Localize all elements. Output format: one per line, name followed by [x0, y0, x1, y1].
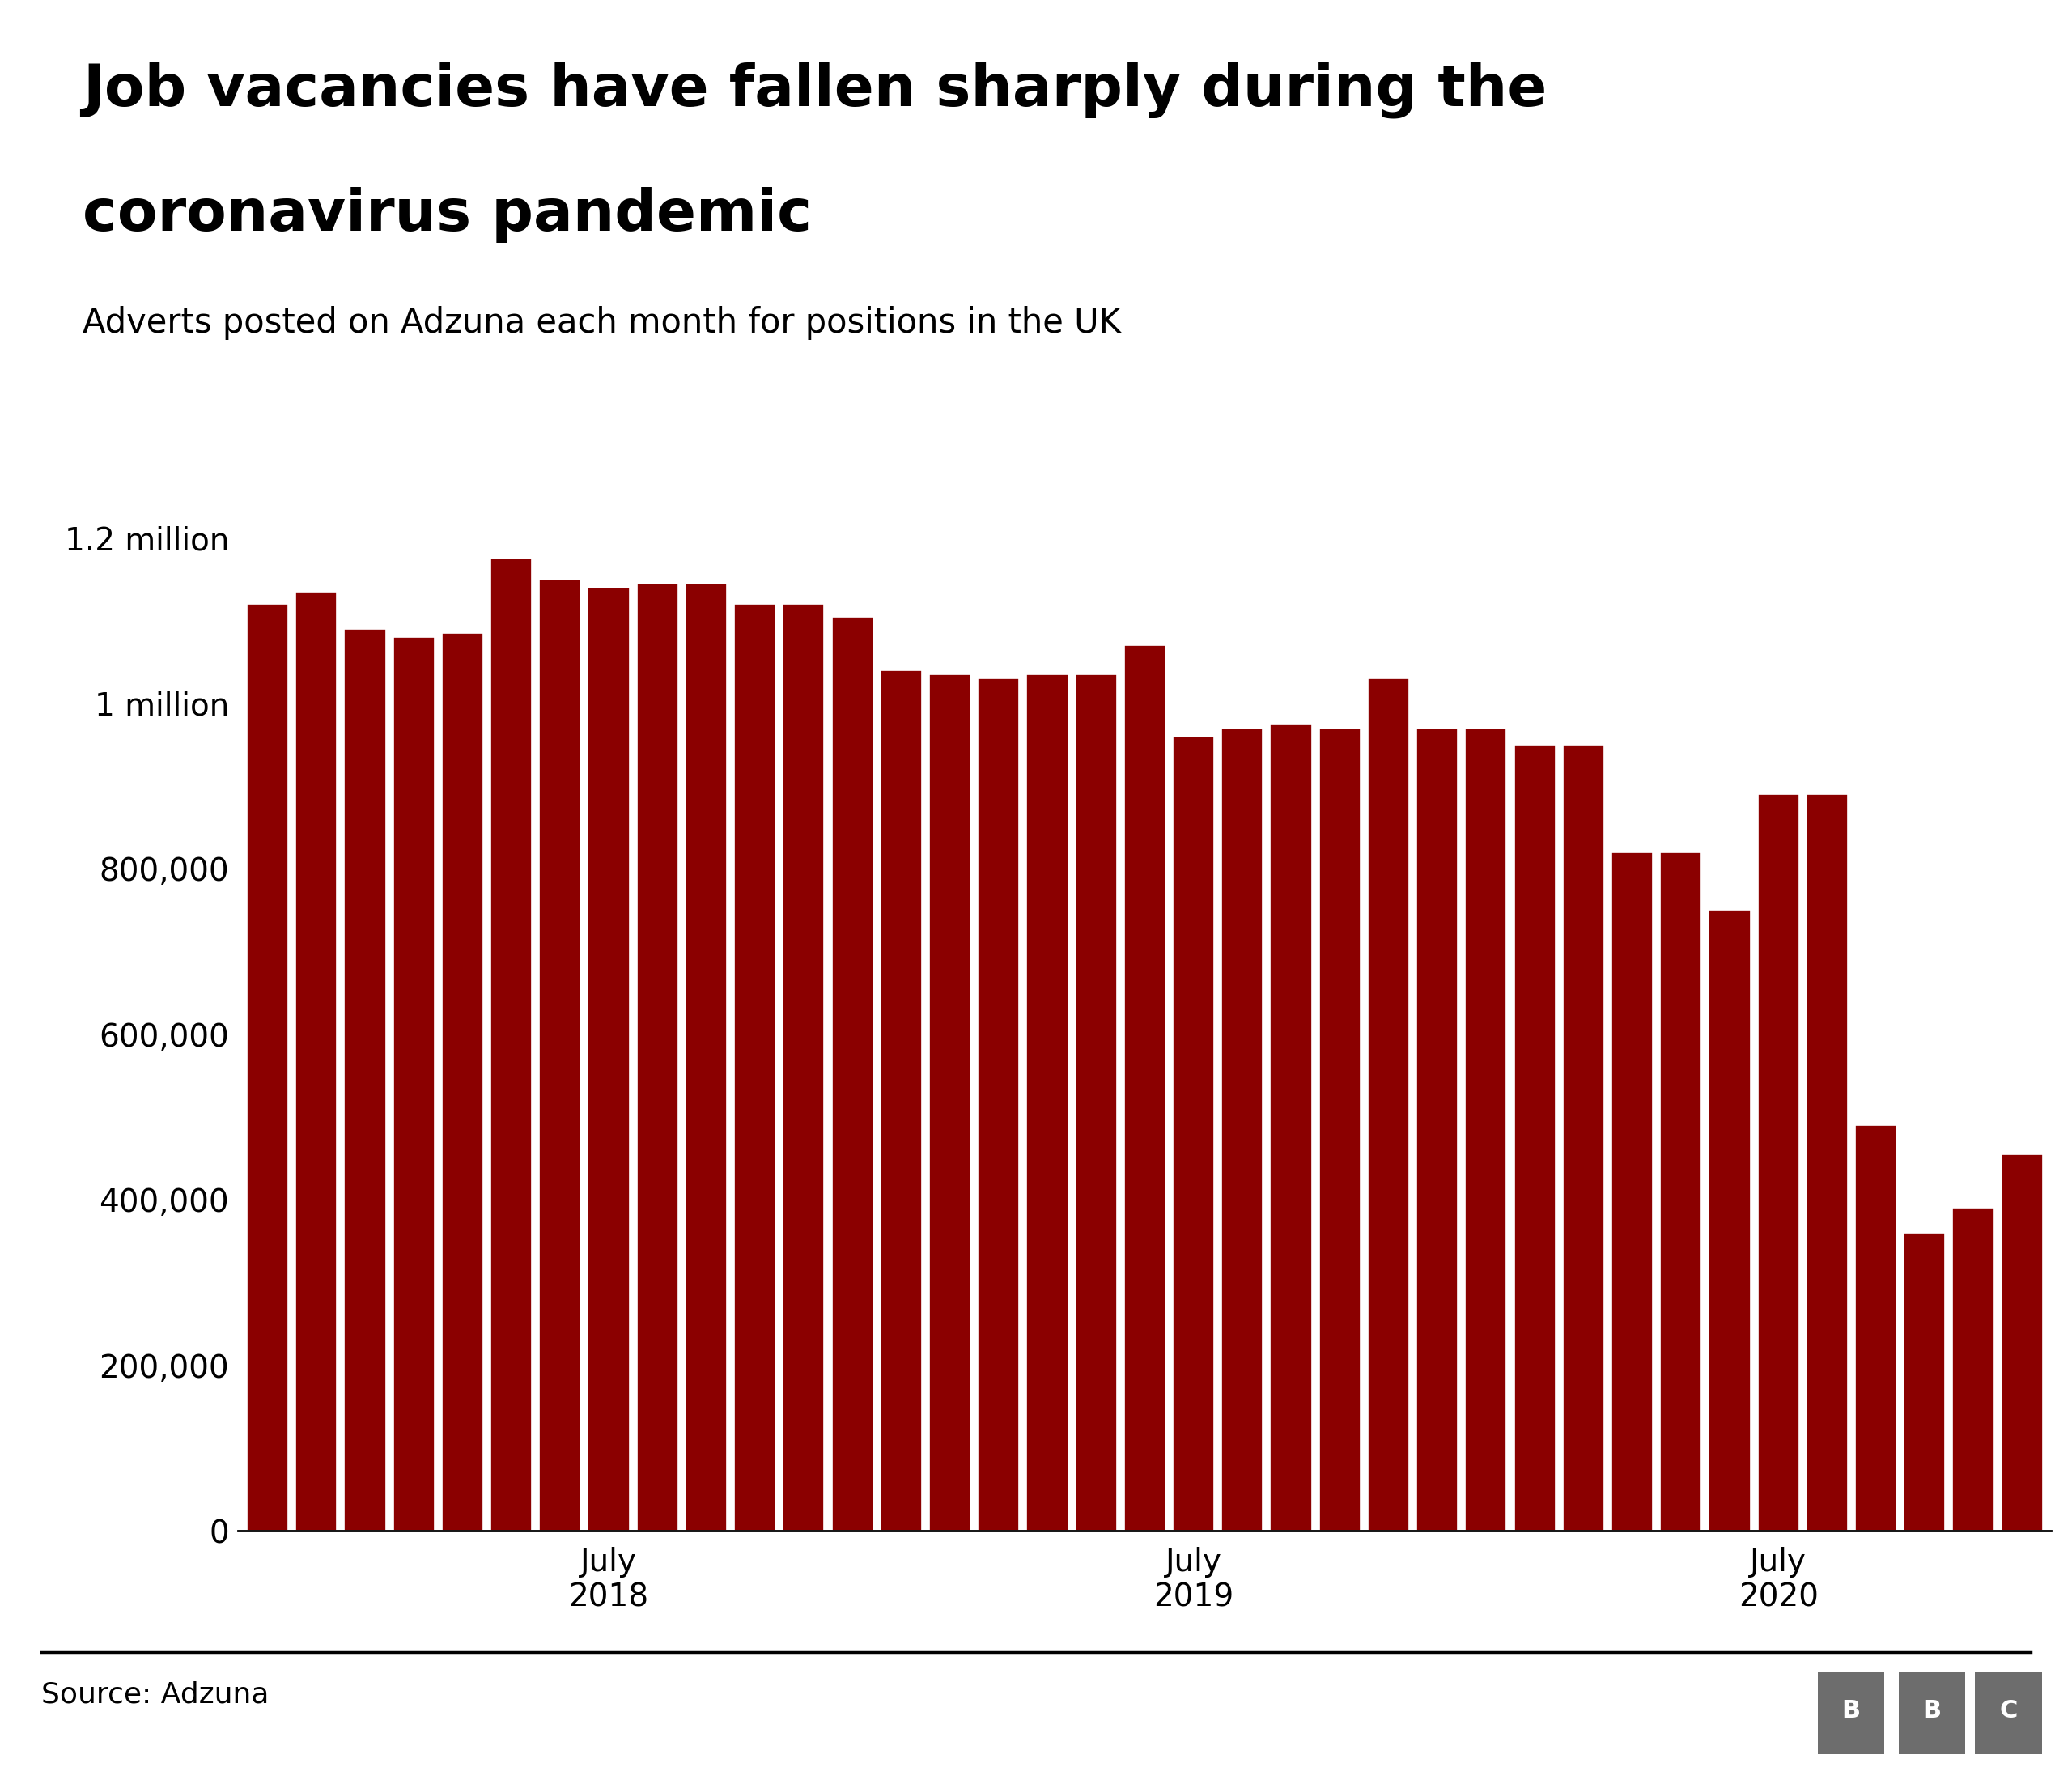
Bar: [881, 671, 922, 1531]
Bar: [1026, 675, 1067, 1531]
Bar: [441, 634, 483, 1531]
Bar: [539, 578, 580, 1531]
Bar: [928, 675, 970, 1531]
Bar: [1075, 675, 1117, 1531]
Text: Adverts posted on Adzuna each month for positions in the UK: Adverts posted on Adzuna each month for …: [83, 306, 1121, 340]
Bar: [636, 584, 678, 1531]
Bar: [491, 559, 533, 1531]
Bar: [394, 637, 435, 1531]
Bar: [1952, 1209, 1993, 1531]
Bar: [783, 603, 825, 1531]
Bar: [1904, 1234, 1946, 1531]
Bar: [2002, 1153, 2043, 1531]
Bar: [296, 591, 338, 1531]
Text: C: C: [1999, 1698, 2018, 1723]
Bar: [1807, 794, 1848, 1531]
Text: coronavirus pandemic: coronavirus pandemic: [83, 187, 812, 242]
Bar: [1854, 1125, 1896, 1531]
Bar: [1417, 728, 1459, 1531]
Bar: [1368, 678, 1409, 1531]
Bar: [1465, 728, 1506, 1531]
Bar: [1660, 853, 1701, 1531]
FancyBboxPatch shape: [1817, 1673, 1886, 1753]
Bar: [588, 587, 630, 1531]
Text: Source: Adzuna: Source: Adzuna: [41, 1680, 269, 1709]
FancyBboxPatch shape: [1975, 1673, 2041, 1753]
Bar: [1270, 724, 1312, 1531]
Bar: [831, 616, 872, 1531]
Bar: [1222, 728, 1264, 1531]
Bar: [1125, 646, 1164, 1531]
Text: B: B: [1923, 1698, 1941, 1723]
Bar: [1320, 728, 1361, 1531]
Bar: [686, 584, 727, 1531]
Bar: [1173, 737, 1214, 1531]
Bar: [1562, 744, 1604, 1531]
Text: B: B: [1842, 1698, 1861, 1723]
Bar: [344, 628, 385, 1531]
Text: Job vacancies have fallen sharply during the: Job vacancies have fallen sharply during…: [83, 62, 1548, 119]
Bar: [733, 603, 775, 1531]
Bar: [247, 603, 288, 1531]
Bar: [1709, 910, 1751, 1531]
FancyBboxPatch shape: [1898, 1673, 1966, 1753]
Bar: [1757, 794, 1798, 1531]
Bar: [1515, 744, 1556, 1531]
Bar: [978, 678, 1019, 1531]
Bar: [1612, 853, 1653, 1531]
